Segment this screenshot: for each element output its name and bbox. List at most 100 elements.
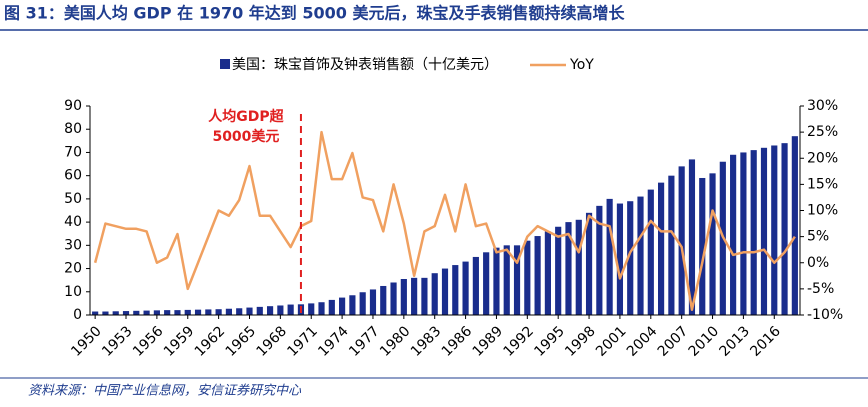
bar: [380, 285, 387, 315]
bar: [585, 212, 593, 315]
bar: [318, 302, 325, 315]
x-tick-label: 1956: [130, 323, 167, 360]
annotation-text: 人均GDP超: [208, 108, 284, 125]
y-tick-label: 60: [64, 168, 82, 184]
y2-tick-label: -10%: [807, 307, 843, 323]
y-tick-label: 20: [64, 261, 82, 277]
y-tick-label: 80: [64, 121, 82, 137]
y2-tick-label: 25%: [807, 124, 838, 140]
bar: [730, 154, 737, 315]
bar: [153, 310, 160, 315]
x-tick-label: 1977: [346, 323, 383, 360]
bar: [266, 306, 274, 315]
bar: [555, 226, 562, 315]
x-tick-label: 1965: [223, 323, 260, 360]
x-tick-label: 1983: [408, 323, 445, 360]
bar: [524, 240, 531, 315]
bar: [164, 310, 171, 315]
bar: [760, 147, 768, 315]
bar: [174, 310, 181, 315]
y2-tick-label: 20%: [807, 150, 838, 166]
bar: [493, 247, 500, 315]
bar: [92, 311, 99, 315]
bar: [688, 159, 696, 315]
legend-label: 美国：珠宝首饰及钟表销售额（十亿美元）: [232, 56, 498, 73]
bar: [287, 304, 294, 315]
bar: [503, 245, 510, 315]
bar: [452, 265, 459, 315]
x-tick-label: 2007: [655, 323, 692, 360]
bar: [112, 311, 119, 315]
x-tick-label: 2013: [717, 323, 754, 360]
bar: [637, 196, 644, 315]
bar: [513, 245, 521, 315]
bar: [133, 310, 140, 315]
bar: [421, 277, 428, 315]
y2-tick-label: -5%: [807, 281, 834, 297]
bar: [400, 279, 407, 315]
bar: [122, 311, 130, 315]
bar: [194, 309, 202, 315]
bar: [236, 308, 243, 315]
bar: [205, 309, 212, 315]
bar: [472, 256, 479, 315]
bar: [328, 299, 335, 315]
bar: [750, 150, 757, 315]
bar: [606, 198, 613, 315]
y2-tick-label: 10%: [807, 203, 838, 219]
x-tick-label: 1986: [439, 323, 476, 360]
bar: [441, 268, 449, 315]
y-tick-label: 70: [64, 144, 82, 160]
bar: [102, 311, 109, 315]
annotation-text: 5000美元: [212, 128, 279, 145]
bar: [339, 297, 346, 315]
bar: [215, 309, 222, 315]
x-tick-label: 1962: [192, 323, 229, 360]
bar: [308, 303, 315, 315]
bar: [359, 292, 366, 315]
bar: [544, 231, 551, 315]
bar: [699, 177, 706, 315]
x-tick-label: 1968: [254, 323, 291, 360]
bar: [369, 289, 377, 315]
source: 资料来源：中国产业信息网，安信证券研究中心: [28, 383, 302, 399]
legend-swatch: [220, 59, 230, 69]
y2-tick-label: 0%: [807, 255, 829, 271]
bar: [390, 282, 397, 315]
bar: [184, 309, 191, 315]
bar: [483, 252, 490, 315]
x-tick-label: 1974: [315, 323, 352, 360]
x-tick-label: 2001: [593, 323, 630, 360]
x-tick-label: 2004: [624, 323, 661, 360]
x-tick-label: 1959: [161, 323, 198, 360]
bar: [534, 236, 541, 315]
bar: [349, 295, 356, 315]
bar: [143, 310, 150, 315]
bar: [709, 173, 716, 315]
y-tick-label: 50: [64, 191, 82, 207]
bar: [771, 145, 778, 315]
bar: [565, 222, 572, 315]
x-tick-label: 2010: [686, 323, 723, 360]
x-tick-label: 2016: [747, 323, 784, 360]
y2-tick-label: 30%: [807, 98, 838, 114]
y-tick-label: 90: [64, 98, 82, 114]
y-tick-label: 10: [64, 284, 82, 300]
bar: [596, 205, 603, 315]
y2-tick-label: 15%: [807, 176, 838, 192]
x-tick-label: 1995: [531, 323, 568, 360]
bar: [627, 201, 634, 315]
y-tick-label: 0: [73, 307, 82, 323]
bar: [431, 273, 438, 315]
bar: [616, 203, 624, 315]
bar: [678, 166, 685, 315]
bar: [277, 305, 284, 315]
bar: [411, 277, 418, 315]
bar: [462, 261, 469, 315]
x-tick-label: 1980: [377, 323, 414, 360]
x-tick-label: 1950: [68, 323, 105, 360]
legend-label: YoY: [569, 57, 594, 73]
bar: [668, 175, 675, 315]
x-tick-label: 1998: [562, 323, 599, 360]
